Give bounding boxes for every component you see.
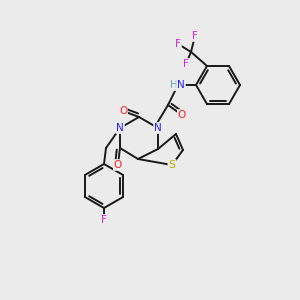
Text: H: H (170, 80, 178, 90)
Text: F: F (175, 39, 181, 49)
Text: N: N (177, 80, 185, 90)
Text: N: N (116, 123, 124, 133)
Text: O: O (178, 110, 186, 120)
Text: O: O (119, 106, 127, 116)
Text: F: F (101, 215, 107, 225)
Text: F: F (183, 59, 189, 69)
Text: F: F (192, 31, 198, 41)
Text: N: N (154, 123, 162, 133)
Text: S: S (168, 160, 175, 170)
Text: O: O (114, 160, 122, 170)
